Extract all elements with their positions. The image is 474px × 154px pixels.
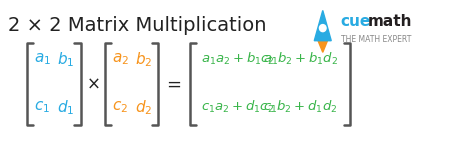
Circle shape (319, 25, 326, 32)
Polygon shape (318, 41, 328, 52)
Text: $a_1$: $a_1$ (34, 51, 51, 67)
Text: $c_1a_2 + d_1c_2$: $c_1a_2 + d_1c_2$ (201, 99, 274, 115)
Text: 2 × 2 Matrix Multiplication: 2 × 2 Matrix Multiplication (9, 16, 267, 34)
Text: cue: cue (341, 14, 371, 29)
Text: $\times$: $\times$ (85, 75, 99, 93)
Text: $d_1$: $d_1$ (57, 98, 74, 117)
Text: $b_1$: $b_1$ (57, 50, 74, 69)
Text: math: math (368, 14, 412, 29)
Text: $a_1b_2 + b_1d_2$: $a_1b_2 + b_1d_2$ (263, 51, 338, 67)
Text: $d_2$: $d_2$ (135, 98, 152, 117)
Text: $c_2$: $c_2$ (112, 99, 128, 115)
Text: $=$: $=$ (163, 75, 181, 93)
Text: $b_2$: $b_2$ (135, 50, 152, 69)
Text: $c_1b_2 + d_1d_2$: $c_1b_2 + d_1d_2$ (264, 99, 338, 115)
Polygon shape (314, 10, 331, 41)
Text: $c_1$: $c_1$ (34, 99, 50, 115)
Text: THE MATH EXPERT: THE MATH EXPERT (341, 35, 411, 44)
Text: $a_2$: $a_2$ (112, 51, 128, 67)
Text: $a_1a_2 + b_1c_2$: $a_1a_2 + b_1c_2$ (201, 51, 275, 67)
